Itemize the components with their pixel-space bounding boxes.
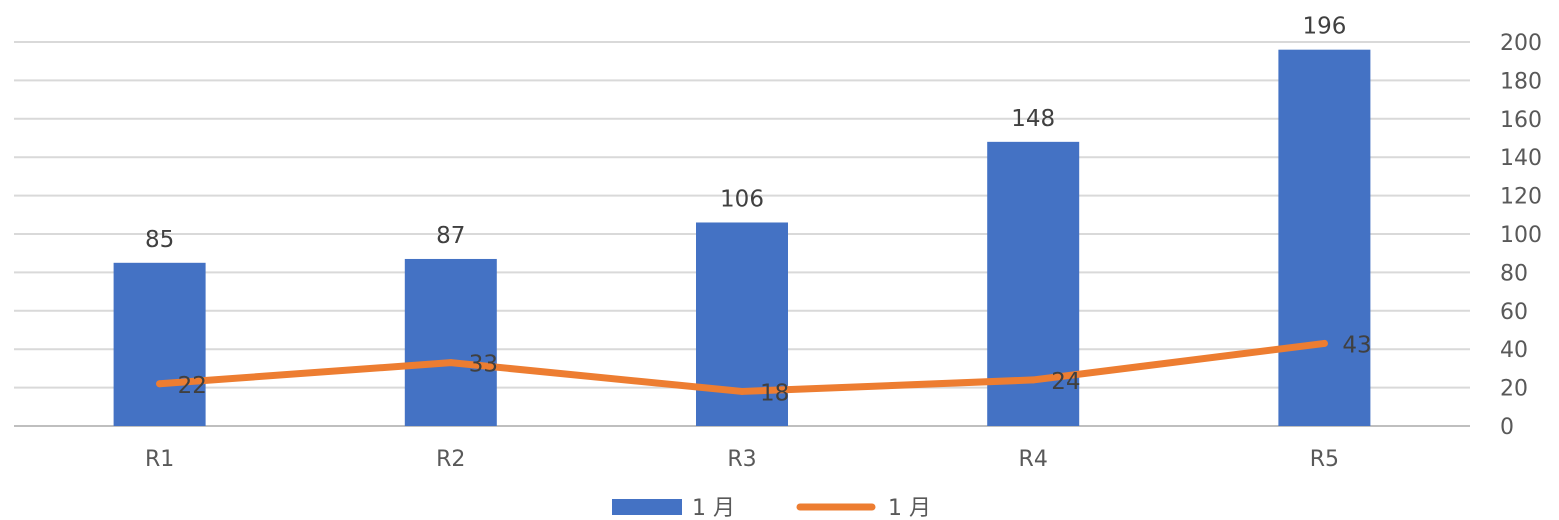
x-tick-label: R3	[727, 447, 756, 472]
line-data-label: 24	[1051, 369, 1080, 395]
y-tick-label: 160	[1500, 108, 1542, 133]
bar-data-label: 106	[720, 186, 764, 212]
line-point	[447, 359, 455, 367]
axes: 0 20 40 60 80 100 120 140 160 180 200 R1 R2 R3 R4 R5	[145, 31, 1542, 472]
x-tick-label: R4	[1019, 447, 1048, 472]
line-data-label: 33	[469, 352, 498, 378]
data-labels: 85 87 106 148 196 22 33 18 24 43	[145, 14, 1372, 407]
y-tick-label: 40	[1500, 338, 1528, 363]
line-point	[156, 380, 164, 388]
y-tick-label: 60	[1500, 300, 1528, 325]
bar-data-label: 148	[1011, 106, 1055, 132]
y-tick-label: 140	[1500, 146, 1542, 171]
x-tick-label: R1	[145, 447, 174, 472]
line-data-label: 18	[760, 380, 789, 406]
y-tick-label: 100	[1500, 223, 1542, 248]
legend-swatch-bar	[612, 499, 682, 515]
y-tick-label: 180	[1500, 69, 1542, 94]
line-point	[1320, 339, 1328, 347]
y-tick-label: 200	[1500, 31, 1542, 56]
line-point	[738, 387, 746, 395]
bar-data-label: 85	[145, 227, 174, 253]
x-tick-label: R2	[436, 447, 465, 472]
line-series	[156, 339, 1328, 395]
bar	[113, 262, 206, 426]
line-data-label: 43	[1342, 332, 1371, 358]
line-data-label: 22	[178, 373, 207, 399]
y-tick-label: 120	[1500, 185, 1542, 210]
line-point	[1029, 376, 1037, 384]
legend: 1 月 1 月	[612, 496, 931, 520]
bar-data-label: 87	[436, 223, 465, 249]
x-tick-label: R5	[1310, 447, 1339, 472]
legend-label-bar: 1 月	[692, 496, 735, 520]
y-tick-label: 0	[1500, 415, 1514, 440]
legend-label-line: 1 月	[888, 496, 931, 520]
bar-data-label: 196	[1302, 14, 1346, 40]
bar	[404, 258, 497, 426]
y-tick-label: 20	[1500, 377, 1528, 402]
bar-series	[113, 49, 1371, 427]
bar	[1278, 49, 1371, 427]
y-tick-label: 80	[1500, 261, 1528, 286]
